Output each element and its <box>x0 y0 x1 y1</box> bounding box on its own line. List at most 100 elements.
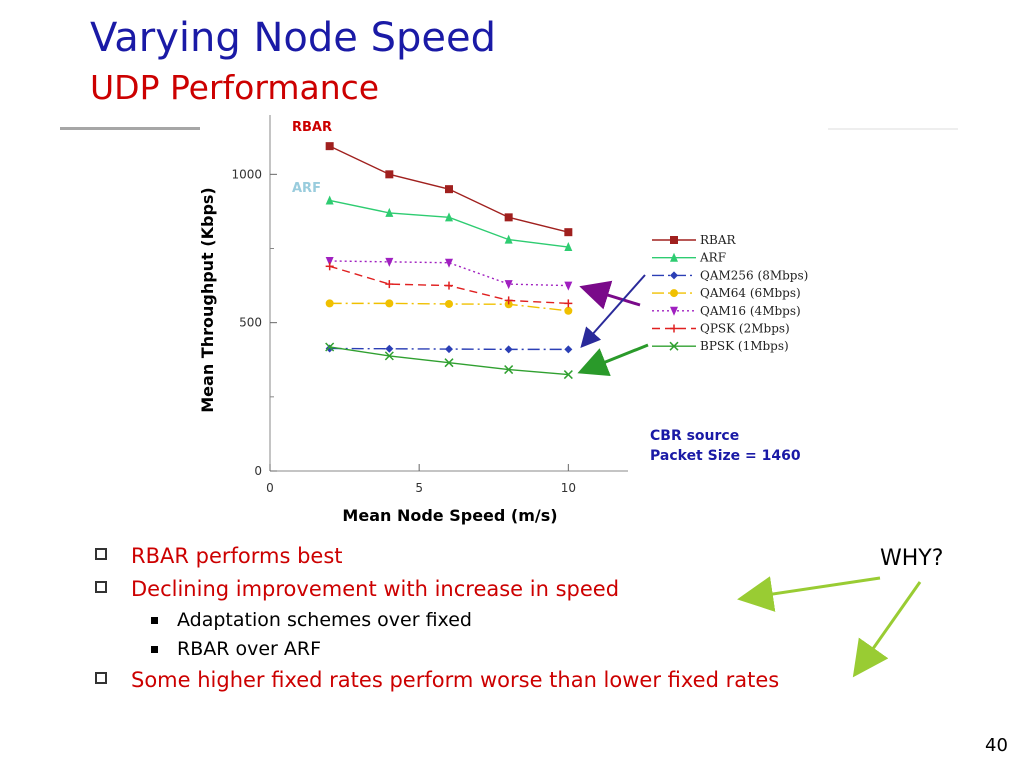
why-arrow-down <box>852 581 922 678</box>
data-point <box>564 242 573 252</box>
sub-bullet-1: Adaptation schemes over fixed <box>95 606 915 635</box>
data-point <box>325 262 334 271</box>
data-point <box>670 324 678 333</box>
legend-entry: RBAR <box>652 233 737 247</box>
page-number: 40 <box>985 735 1008 756</box>
x-axis-label: Mean Node Speed (m/s) <box>342 506 557 525</box>
data-point <box>564 345 573 354</box>
data-point <box>385 207 394 217</box>
series-rbar <box>325 142 573 237</box>
data-point <box>670 289 678 298</box>
data-point <box>564 228 573 237</box>
square-bullet-icon <box>151 646 158 653</box>
data-point <box>564 281 573 291</box>
arrow-purple <box>579 280 641 310</box>
cbr-line-2: Packet Size = 1460 <box>650 448 801 464</box>
checkbox-bullet-icon <box>95 672 107 684</box>
data-point <box>445 345 453 354</box>
legend-label: BPSK (1Mbps) <box>700 339 789 353</box>
why-callout: WHY? <box>880 546 944 571</box>
legend-entry: BPSK (1Mbps) <box>652 339 789 353</box>
slide-title: Varying Node Speed <box>90 15 496 61</box>
series-arf <box>325 195 573 252</box>
arrow-navy <box>580 274 646 348</box>
x-tick-label: 0 <box>266 481 274 495</box>
checkbox-bullet-icon <box>95 581 107 593</box>
legend-label: QAM16 (4Mbps) <box>700 304 801 318</box>
data-point <box>325 195 334 205</box>
data-point-stroke <box>669 341 679 351</box>
rbar-annotation: RBAR <box>292 120 332 135</box>
bullet-3: Some higher fixed rates perform worse th… <box>95 664 915 697</box>
series-qpsk <box>325 262 573 308</box>
x-tick-label: 5 <box>415 481 423 495</box>
data-point <box>325 256 334 266</box>
data-point <box>563 370 573 380</box>
data-point-stroke <box>384 351 394 361</box>
legend-label: QPSK (2Mbps) <box>700 322 790 336</box>
data-point <box>564 299 573 308</box>
data-point-stroke <box>325 342 335 352</box>
legend-label: RBAR <box>700 233 737 247</box>
cbr-note: CBR source Packet Size = 1460 <box>650 426 801 466</box>
data-point <box>385 299 394 308</box>
faint-rule <box>828 128 958 130</box>
legend-entry: ARF <box>652 251 726 265</box>
x-tick-label: 10 <box>561 481 576 495</box>
data-point <box>670 271 678 280</box>
series-bpsk <box>325 342 573 380</box>
data-point <box>445 212 453 222</box>
bullet-list: RBAR performs best Declining improvement… <box>95 540 915 697</box>
data-point <box>504 213 513 222</box>
data-point-stroke <box>504 365 514 375</box>
data-point <box>504 345 513 354</box>
data-point <box>445 185 453 194</box>
legend-entry: QAM64 (6Mbps) <box>652 286 801 300</box>
arf-annotation: ARF <box>292 181 321 196</box>
data-point <box>444 358 454 368</box>
data-point <box>325 142 334 151</box>
title-underline <box>60 127 200 130</box>
data-point <box>504 234 513 244</box>
sub-bullet-2: RBAR over ARF <box>95 635 915 664</box>
data-point <box>670 236 678 244</box>
data-point <box>385 344 394 353</box>
data-point <box>504 296 513 305</box>
why-arrow-left <box>737 576 881 612</box>
legend-entry: QPSK (2Mbps) <box>652 322 790 336</box>
legend-label: QAM256 (8Mbps) <box>700 268 808 282</box>
data-point <box>385 280 394 289</box>
series-qam256 <box>325 344 573 354</box>
checkbox-bullet-icon <box>95 548 107 560</box>
legend-entry: QAM16 (4Mbps) <box>652 304 801 318</box>
data-point <box>445 299 453 308</box>
data-point <box>670 252 678 262</box>
series-qam16 <box>325 256 573 291</box>
y-tick-label: 1000 <box>231 167 262 181</box>
legend-entry: QAM256 (8Mbps) <box>652 268 808 282</box>
data-point <box>385 257 394 267</box>
data-point <box>325 344 334 353</box>
data-point <box>564 306 573 315</box>
data-point <box>670 306 678 316</box>
data-point <box>504 365 514 375</box>
slide-subtitle: UDP Performance <box>90 68 380 107</box>
legend-label: QAM64 (6Mbps) <box>700 286 801 300</box>
data-point-stroke <box>444 358 454 368</box>
data-point <box>385 170 394 179</box>
data-point <box>445 258 453 268</box>
bullet-2: Declining improvement with increase in s… <box>95 573 915 606</box>
y-tick-label: 0 <box>254 464 262 478</box>
arrow-green <box>577 343 649 377</box>
data-point <box>504 280 513 290</box>
data-point <box>445 281 453 290</box>
legend-label: ARF <box>699 251 726 265</box>
data-point <box>669 341 679 351</box>
bullet-1: RBAR performs best <box>95 540 915 573</box>
y-axis-label: Mean Throughput (Kbps) <box>198 187 217 412</box>
square-bullet-icon <box>151 617 158 624</box>
data-point <box>384 351 394 361</box>
data-point <box>325 299 334 308</box>
data-point <box>325 342 335 352</box>
